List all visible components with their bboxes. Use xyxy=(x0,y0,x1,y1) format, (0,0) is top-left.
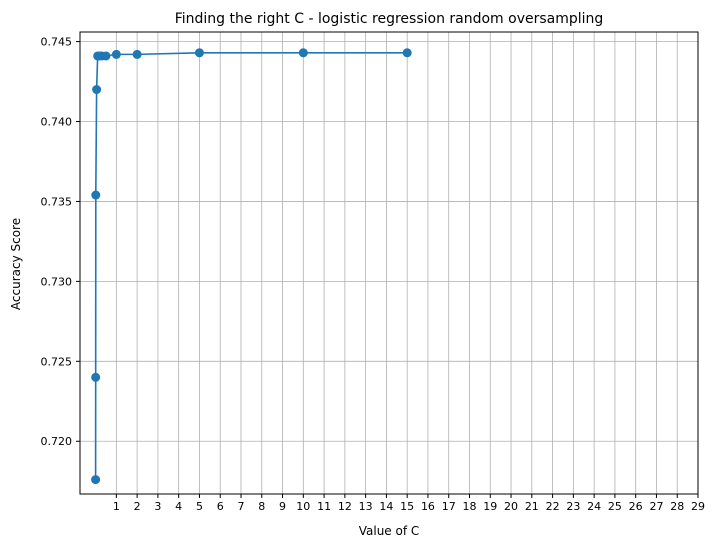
x-tick-label: 8 xyxy=(258,500,265,513)
data-point xyxy=(402,48,412,58)
x-tick-label: 20 xyxy=(504,500,518,513)
y-tick-label: 0.730 xyxy=(41,275,73,288)
y-tick-label: 0.720 xyxy=(41,435,73,448)
data-point xyxy=(111,49,121,59)
x-tick-label: 6 xyxy=(217,500,224,513)
x-tick-label: 11 xyxy=(317,500,331,513)
x-tick-label: 24 xyxy=(587,500,601,513)
x-tick-label: 12 xyxy=(338,500,352,513)
x-tick-label: 16 xyxy=(421,500,435,513)
x-tick-label: 28 xyxy=(670,500,684,513)
x-tick-label: 13 xyxy=(359,500,373,513)
x-tick-label: 22 xyxy=(546,500,560,513)
series-layer xyxy=(91,48,412,485)
x-axis-label: Value of C xyxy=(359,524,420,538)
x-tick-label: 4 xyxy=(175,500,182,513)
x-tick-label: 10 xyxy=(296,500,310,513)
y-tick-label: 0.740 xyxy=(41,116,73,129)
data-point xyxy=(91,372,101,382)
x-tick-label: 15 xyxy=(400,500,414,513)
y-axis-label: Accuracy Score xyxy=(9,218,23,310)
data-point xyxy=(194,48,204,58)
grid-layer xyxy=(80,32,699,494)
data-point xyxy=(298,48,308,58)
x-tick-label: 3 xyxy=(154,500,161,513)
x-tick-label: 5 xyxy=(196,500,203,513)
x-tick-label: 7 xyxy=(237,500,244,513)
data-point xyxy=(91,475,101,485)
x-tick-label: 29 xyxy=(691,500,705,513)
x-tick-label: 26 xyxy=(629,500,643,513)
data-point xyxy=(92,85,102,95)
x-tick-label: 14 xyxy=(379,500,393,513)
y-tick-label: 0.735 xyxy=(41,195,73,208)
x-tick-label: 17 xyxy=(442,500,456,513)
x-tick-label: 18 xyxy=(462,500,476,513)
x-tick-label: 23 xyxy=(566,500,580,513)
data-point xyxy=(91,190,101,200)
y-tick-label: 0.745 xyxy=(41,36,73,49)
x-tick-label: 9 xyxy=(279,500,286,513)
x-tick-label: 2 xyxy=(134,500,141,513)
x-tick-label: 1 xyxy=(113,500,120,513)
chart-title: Finding the right C - logistic regressio… xyxy=(175,11,604,27)
tick-layer: 1 2 3 4 5 6 7 8 9 10 11 12 13 14 15 16 17 18 19 20 21 22 23 24 2… xyxy=(41,36,706,513)
data-point xyxy=(132,49,142,59)
data-point xyxy=(101,51,111,61)
axes-frame xyxy=(79,31,699,495)
x-tick-label: 27 xyxy=(649,500,663,513)
x-tick-label: 21 xyxy=(525,500,539,513)
x-tick-label: 19 xyxy=(483,500,497,513)
x-tick-label: 25 xyxy=(608,500,622,513)
y-tick-label: 0.725 xyxy=(41,355,73,368)
